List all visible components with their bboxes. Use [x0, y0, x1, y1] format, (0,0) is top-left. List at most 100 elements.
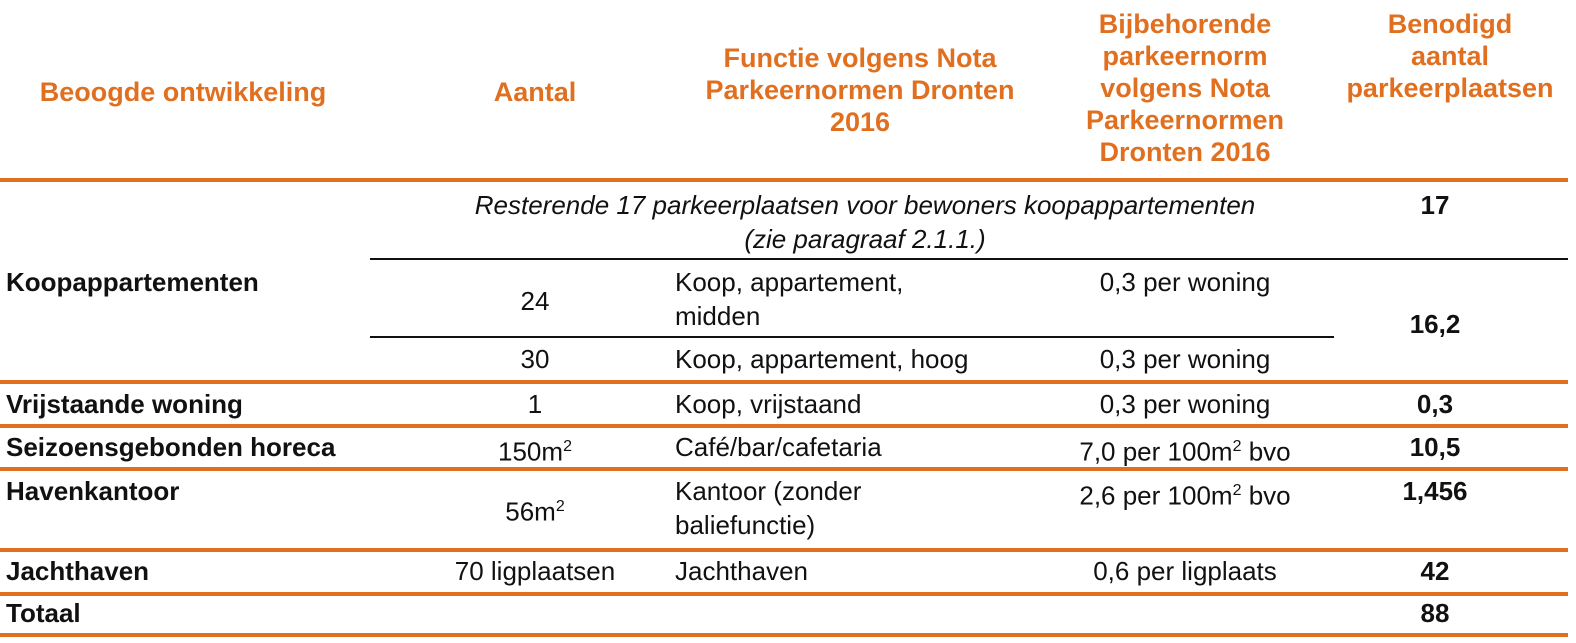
- jacht-functie: Jachthaven: [675, 554, 808, 588]
- header-col4-line5: Dronten 2016: [1099, 137, 1271, 167]
- header-col4-line2: parkeernorm: [1102, 41, 1268, 71]
- header-col5-line3: parkeerplaatsen: [1346, 73, 1554, 103]
- header-functie: Functie volgens Nota Parkeernormen Dront…: [680, 42, 1040, 138]
- divider-resterende: [370, 258, 1568, 260]
- haven-norm-text-b: bvo: [1241, 480, 1291, 511]
- haven-aantal-text: 56m: [505, 496, 556, 527]
- koop-mid-norm-text: 0,3 per woning: [1099, 267, 1271, 297]
- haven-functie: Kantoor (zonder baliefunctie): [675, 474, 861, 542]
- koop-value: 16,2: [1360, 307, 1510, 341]
- koop-hoog-aantal: 30: [440, 342, 630, 376]
- horeca-functie-text: Café/bar/cafetaria: [675, 432, 882, 462]
- vrij-functie: Koop, vrijstaand: [675, 387, 861, 421]
- horeca-aantal-text: 150m: [498, 436, 564, 467]
- koop-value-text: 16,2: [1409, 309, 1461, 339]
- vrij-value: 0,3: [1360, 387, 1510, 421]
- resterende-note-line1: Resterende 17 parkeerplaatsen voor bewon…: [474, 190, 1256, 220]
- resterende-note: Resterende 17 parkeerplaatsen voor bewon…: [380, 188, 1350, 256]
- haven-functie-line1: Kantoor (zonder: [675, 476, 862, 506]
- resterende-value: 17: [1360, 188, 1510, 222]
- divider-jacht: [0, 548, 1568, 552]
- vrij-norm-text: 0,3 per woning: [1099, 389, 1271, 419]
- koop-hoog-norm: 0,3 per woning: [1040, 342, 1330, 376]
- jacht-norm: 0,6 per ligplaats: [1040, 554, 1330, 588]
- vrij-value-text: 0,3: [1416, 389, 1454, 419]
- haven-functie-line2: baliefunctie): [675, 510, 816, 540]
- horeca-value-text: 10,5: [1409, 432, 1461, 462]
- haven-value-text: 1,456: [1402, 476, 1468, 506]
- horeca-label-text: Seizoensgebonden horeca: [6, 432, 336, 462]
- divider-vrij: [0, 380, 1568, 384]
- divider-haven: [0, 467, 1568, 471]
- header-col3-line3: 2016: [829, 107, 891, 137]
- jacht-label: Jachthaven: [6, 554, 149, 588]
- totaal-value: 88: [1360, 596, 1510, 630]
- haven-norm: 2,6 per 100m2 bvo: [1040, 474, 1330, 513]
- koop-hoog-functie: Koop, appartement, hoog: [675, 342, 968, 376]
- divider-horeca: [0, 424, 1568, 428]
- header-col4-line4: Parkeernormen: [1085, 105, 1285, 135]
- horeca-norm-text-a: 7,0 per 100m: [1079, 436, 1233, 467]
- horeca-aantal: 150m2: [440, 430, 630, 469]
- header-col5-line2: aantal: [1410, 41, 1490, 71]
- horeca-label: Seizoensgebonden horeca: [6, 430, 335, 464]
- header-col1-text: Beoogde ontwikkeling: [39, 77, 327, 107]
- header-col2-text: Aantal: [493, 77, 577, 107]
- haven-norm-sup: 2: [1232, 482, 1242, 499]
- header-aantal: Aantal: [440, 76, 630, 108]
- horeca-norm-text-b: bvo: [1241, 436, 1291, 467]
- jacht-value: 42: [1360, 554, 1510, 588]
- totaal-label-text: Totaal: [6, 598, 81, 628]
- vrij-aantal: 1: [440, 387, 630, 421]
- koop-mid-functie-line2: midden: [675, 301, 761, 331]
- header-parkeernorm: Bijbehorende parkeernorm volgens Nota Pa…: [1040, 8, 1330, 168]
- vrij-label: Vrijstaande woning: [6, 387, 243, 421]
- vrij-functie-text: Koop, vrijstaand: [675, 389, 862, 419]
- horeca-functie: Café/bar/cafetaria: [675, 430, 882, 464]
- jacht-norm-text: 0,6 per ligplaats: [1093, 556, 1277, 586]
- bottom-rule: [0, 633, 1568, 637]
- horeca-value: 10,5: [1360, 430, 1510, 464]
- totaal-label: Totaal: [6, 596, 81, 630]
- vrij-label-text: Vrijstaande woning: [6, 389, 243, 419]
- jacht-aantal-text: 70 ligplaatsen: [454, 556, 616, 586]
- divider-koop: [370, 336, 1334, 338]
- header-beoogde-ontwikkeling: Beoogde ontwikkeling: [0, 76, 366, 108]
- jacht-value-text: 42: [1420, 556, 1450, 586]
- haven-label: Havenkantoor: [6, 474, 179, 508]
- koop-mid-aantal: 24: [440, 284, 630, 318]
- horeca-norm-sup: 2: [1232, 438, 1242, 455]
- header-col5-line1: Benodigd: [1387, 9, 1513, 39]
- koop-mid-functie: Koop, appartement, midden: [675, 265, 903, 333]
- resterende-note-line2: (zie paragraaf 2.1.1.): [744, 224, 986, 254]
- jacht-label-text: Jachthaven: [6, 556, 150, 586]
- header-rule: [0, 178, 1568, 182]
- koop-mid-norm: 0,3 per woning: [1040, 265, 1330, 299]
- horeca-aantal-sup: 2: [563, 438, 572, 455]
- koop-label: Koopappartementen: [6, 265, 259, 299]
- vrij-norm: 0,3 per woning: [1040, 387, 1330, 421]
- horeca-norm: 7,0 per 100m2 bvo: [1040, 430, 1330, 469]
- koop-hoog-aantal-text: 30: [520, 344, 550, 374]
- koop-hoog-functie-text: Koop, appartement, hoog: [675, 344, 969, 374]
- header-col3-line1: Functie volgens Nota: [723, 43, 997, 73]
- haven-value: 1,456: [1360, 474, 1510, 508]
- jacht-functie-text: Jachthaven: [675, 556, 808, 586]
- header-col4-line1: Bijbehorende: [1098, 9, 1272, 39]
- haven-norm-text-a: 2,6 per 100m: [1079, 480, 1233, 511]
- divider-totaal: [0, 592, 1568, 596]
- header-col3-line2: Parkeernormen Dronten: [705, 75, 1015, 105]
- header-benodigd: Benodigd aantal parkeerplaatsen: [1330, 8, 1570, 104]
- haven-aantal-sup: 2: [555, 498, 565, 515]
- header-col4-line3: volgens Nota: [1100, 73, 1270, 103]
- totaal-value-text: 88: [1420, 598, 1450, 628]
- resterende-value-text: 17: [1420, 190, 1450, 220]
- koop-mid-aantal-text: 24: [520, 286, 550, 316]
- haven-label-text: Havenkantoor: [6, 476, 180, 506]
- koop-mid-functie-line1: Koop, appartement,: [675, 267, 904, 297]
- koop-label-text: Koopappartementen: [6, 267, 259, 297]
- koop-hoog-norm-text: 0,3 per woning: [1099, 344, 1271, 374]
- jacht-aantal: 70 ligplaatsen: [420, 554, 650, 588]
- vrij-aantal-text: 1: [527, 389, 543, 419]
